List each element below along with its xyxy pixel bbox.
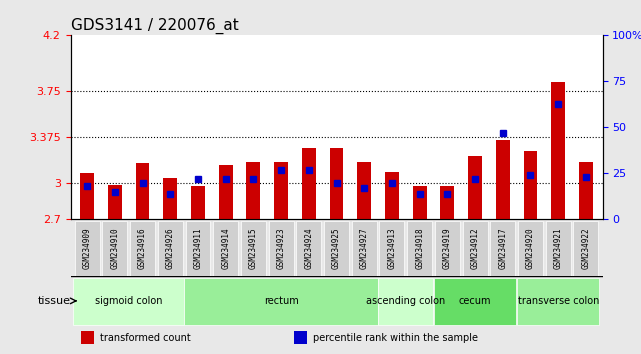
Text: GSM234911: GSM234911 bbox=[194, 227, 203, 269]
Bar bbox=[294, 331, 307, 344]
Bar bbox=[136, 163, 149, 219]
Bar bbox=[219, 165, 233, 219]
Text: GSM234909: GSM234909 bbox=[83, 227, 92, 269]
FancyBboxPatch shape bbox=[379, 221, 404, 276]
FancyBboxPatch shape bbox=[407, 221, 432, 276]
FancyBboxPatch shape bbox=[73, 278, 183, 325]
FancyBboxPatch shape bbox=[269, 221, 294, 276]
FancyBboxPatch shape bbox=[241, 221, 266, 276]
Text: GSM234913: GSM234913 bbox=[387, 227, 396, 269]
Text: sigmoid colon: sigmoid colon bbox=[95, 296, 162, 306]
Text: GDS3141 / 220076_at: GDS3141 / 220076_at bbox=[71, 18, 238, 34]
Bar bbox=[81, 331, 94, 344]
FancyBboxPatch shape bbox=[158, 221, 183, 276]
FancyBboxPatch shape bbox=[490, 221, 515, 276]
Bar bbox=[385, 172, 399, 219]
Text: ascending colon: ascending colon bbox=[366, 296, 445, 306]
Text: GSM234915: GSM234915 bbox=[249, 227, 258, 269]
Text: GSM234922: GSM234922 bbox=[581, 227, 590, 269]
Bar bbox=[496, 140, 510, 219]
Bar bbox=[80, 173, 94, 219]
Text: GSM234912: GSM234912 bbox=[470, 227, 479, 269]
Bar bbox=[524, 151, 537, 219]
FancyBboxPatch shape bbox=[545, 221, 570, 276]
FancyBboxPatch shape bbox=[213, 221, 238, 276]
Text: rectum: rectum bbox=[263, 296, 299, 306]
FancyBboxPatch shape bbox=[378, 278, 433, 325]
Text: GSM234927: GSM234927 bbox=[360, 227, 369, 269]
Bar bbox=[302, 148, 316, 219]
Text: tissue: tissue bbox=[38, 296, 71, 306]
Text: GSM234925: GSM234925 bbox=[332, 227, 341, 269]
Bar bbox=[413, 186, 426, 219]
Text: GSM234920: GSM234920 bbox=[526, 227, 535, 269]
Text: GSM234921: GSM234921 bbox=[554, 227, 563, 269]
FancyBboxPatch shape bbox=[103, 221, 128, 276]
FancyBboxPatch shape bbox=[185, 221, 210, 276]
Text: GSM234924: GSM234924 bbox=[304, 227, 313, 269]
FancyBboxPatch shape bbox=[74, 221, 99, 276]
Bar bbox=[551, 82, 565, 219]
Bar bbox=[440, 186, 454, 219]
Text: transverse colon: transverse colon bbox=[517, 296, 599, 306]
FancyBboxPatch shape bbox=[352, 221, 377, 276]
Bar bbox=[579, 162, 593, 219]
FancyBboxPatch shape bbox=[517, 278, 599, 325]
FancyBboxPatch shape bbox=[184, 278, 378, 325]
FancyBboxPatch shape bbox=[130, 221, 155, 276]
FancyBboxPatch shape bbox=[296, 221, 321, 276]
FancyBboxPatch shape bbox=[435, 221, 460, 276]
FancyBboxPatch shape bbox=[574, 221, 599, 276]
Bar bbox=[191, 186, 205, 219]
FancyBboxPatch shape bbox=[518, 221, 543, 276]
Bar bbox=[329, 148, 344, 219]
Bar bbox=[274, 162, 288, 219]
Text: GSM234918: GSM234918 bbox=[415, 227, 424, 269]
Text: GSM234919: GSM234919 bbox=[443, 227, 452, 269]
Text: GSM234926: GSM234926 bbox=[166, 227, 175, 269]
FancyBboxPatch shape bbox=[433, 278, 516, 325]
Text: cecum: cecum bbox=[459, 296, 491, 306]
Bar bbox=[247, 162, 260, 219]
FancyBboxPatch shape bbox=[463, 221, 488, 276]
Bar bbox=[108, 185, 122, 219]
Bar bbox=[357, 162, 371, 219]
Text: GSM234916: GSM234916 bbox=[138, 227, 147, 269]
Text: GSM234914: GSM234914 bbox=[221, 227, 230, 269]
Text: GSM234917: GSM234917 bbox=[498, 227, 507, 269]
Bar bbox=[468, 156, 482, 219]
Text: GSM234923: GSM234923 bbox=[277, 227, 286, 269]
Text: GSM234910: GSM234910 bbox=[110, 227, 119, 269]
Text: transformed count: transformed count bbox=[100, 332, 190, 343]
Text: percentile rank within the sample: percentile rank within the sample bbox=[313, 332, 478, 343]
Bar bbox=[163, 178, 177, 219]
FancyBboxPatch shape bbox=[324, 221, 349, 276]
